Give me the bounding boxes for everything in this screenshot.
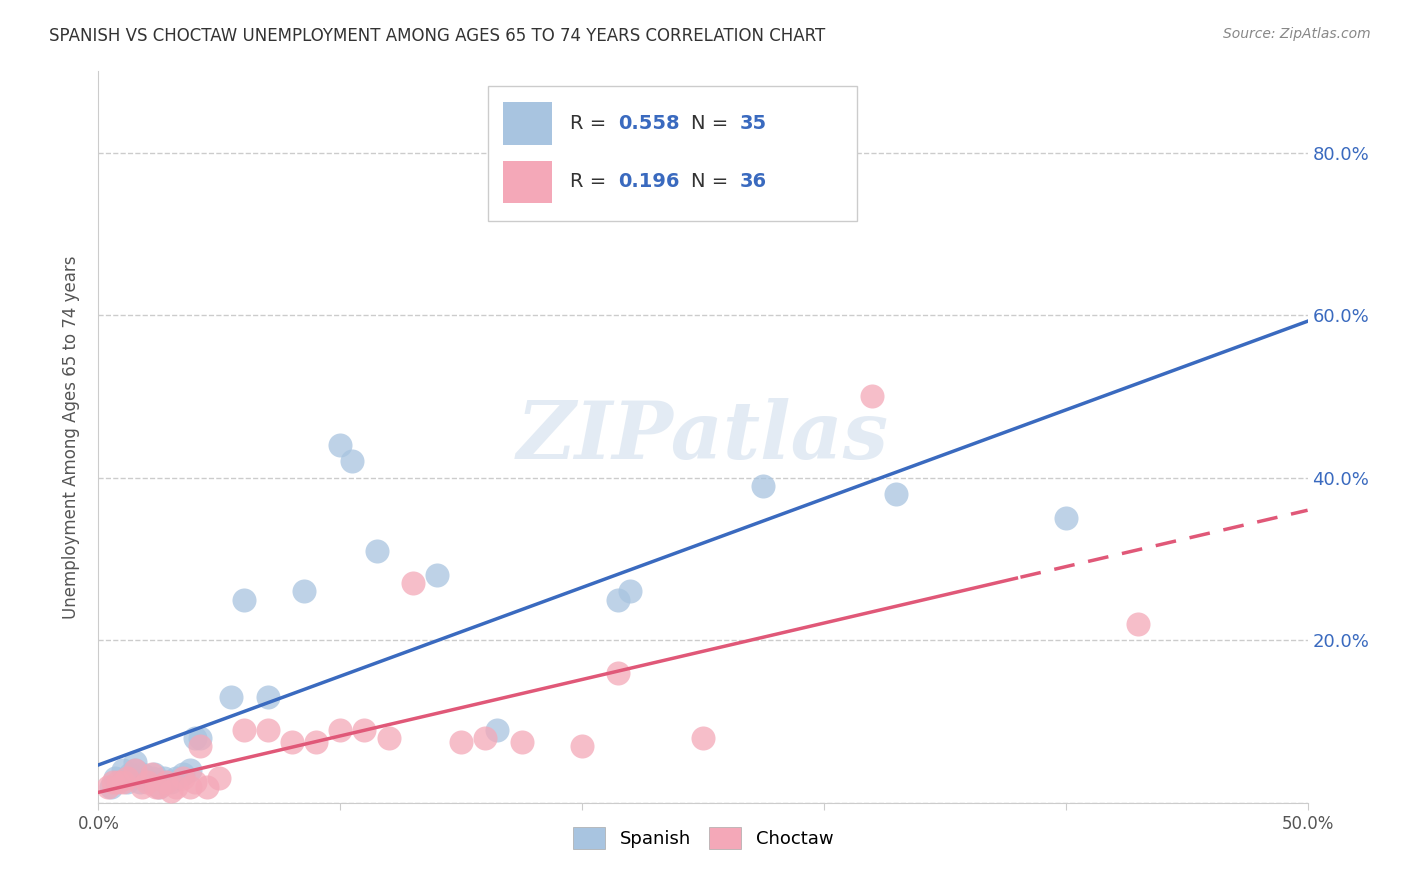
Point [607,665,630,680]
Y-axis label: Unemployment Among Ages 65 to 74 years: Unemployment Among Ages 65 to 74 years [62,255,80,619]
Point [172,767,194,781]
Point [571,739,593,753]
Point [188,731,211,745]
Point [188,739,211,753]
Point [128,775,150,789]
Point [152,772,174,786]
Text: Source: ZipAtlas.com: Source: ZipAtlas.com [1223,27,1371,41]
Point [510,735,533,749]
Point [329,438,352,452]
Point [145,780,167,794]
Point [366,544,388,558]
Point [111,764,134,778]
Point [100,780,122,794]
Point [329,723,352,737]
Text: N =: N = [690,114,734,133]
Point [402,576,425,591]
Point [184,731,207,745]
Point [97,780,120,794]
Point [256,723,278,737]
Point [886,487,908,501]
Point [281,735,304,749]
Point [179,780,201,794]
Legend: Spanish, Choctaw: Spanish, Choctaw [565,820,841,856]
Point [450,735,472,749]
Point [104,772,127,786]
Point [101,775,124,789]
Text: 0.196: 0.196 [619,172,681,191]
Point [148,780,170,794]
Point [305,735,328,749]
Text: SPANISH VS CHOCTAW UNEMPLOYMENT AMONG AGES 65 TO 74 YEARS CORRELATION CHART: SPANISH VS CHOCTAW UNEMPLOYMENT AMONG AG… [49,27,825,45]
Point [232,592,254,607]
Point [141,772,163,786]
Point [607,592,630,607]
Point [292,584,315,599]
Point [221,690,243,705]
Point [131,780,153,794]
Point [165,780,187,794]
Point [124,755,146,769]
Point [118,767,141,781]
Point [172,772,194,786]
Point [117,772,139,786]
Point [256,690,278,705]
Point [1054,511,1077,525]
Point [184,775,207,789]
Point [124,764,146,778]
Point [377,731,399,745]
Point [155,775,177,789]
Point [165,772,187,786]
Text: 36: 36 [740,172,766,191]
Point [155,775,177,789]
Point [179,764,201,778]
Point [353,723,375,737]
Point [232,723,254,737]
Point [486,723,509,737]
Point [619,584,641,599]
Point [426,568,449,582]
Point [135,775,157,789]
Point [117,775,139,789]
FancyBboxPatch shape [503,102,551,145]
Text: 35: 35 [740,114,766,133]
Point [131,767,153,781]
Text: R =: R = [569,114,613,133]
Point [160,775,183,789]
Point [208,772,231,786]
Point [1128,617,1150,632]
FancyBboxPatch shape [488,86,856,221]
Text: R =: R = [569,172,613,191]
Point [195,780,218,794]
Point [143,767,166,781]
Point [752,479,775,493]
Point [111,775,134,789]
Point [860,389,883,403]
Point [692,731,714,745]
Point [160,783,183,797]
Point [107,775,129,789]
Point [474,731,496,745]
Point [141,767,163,781]
Text: ZIPatlas: ZIPatlas [517,399,889,475]
Point [148,780,170,794]
Point [342,454,364,468]
Text: 0.558: 0.558 [619,114,681,133]
Text: N =: N = [690,172,734,191]
Point [135,772,157,787]
FancyBboxPatch shape [503,161,551,203]
Point [124,764,146,778]
